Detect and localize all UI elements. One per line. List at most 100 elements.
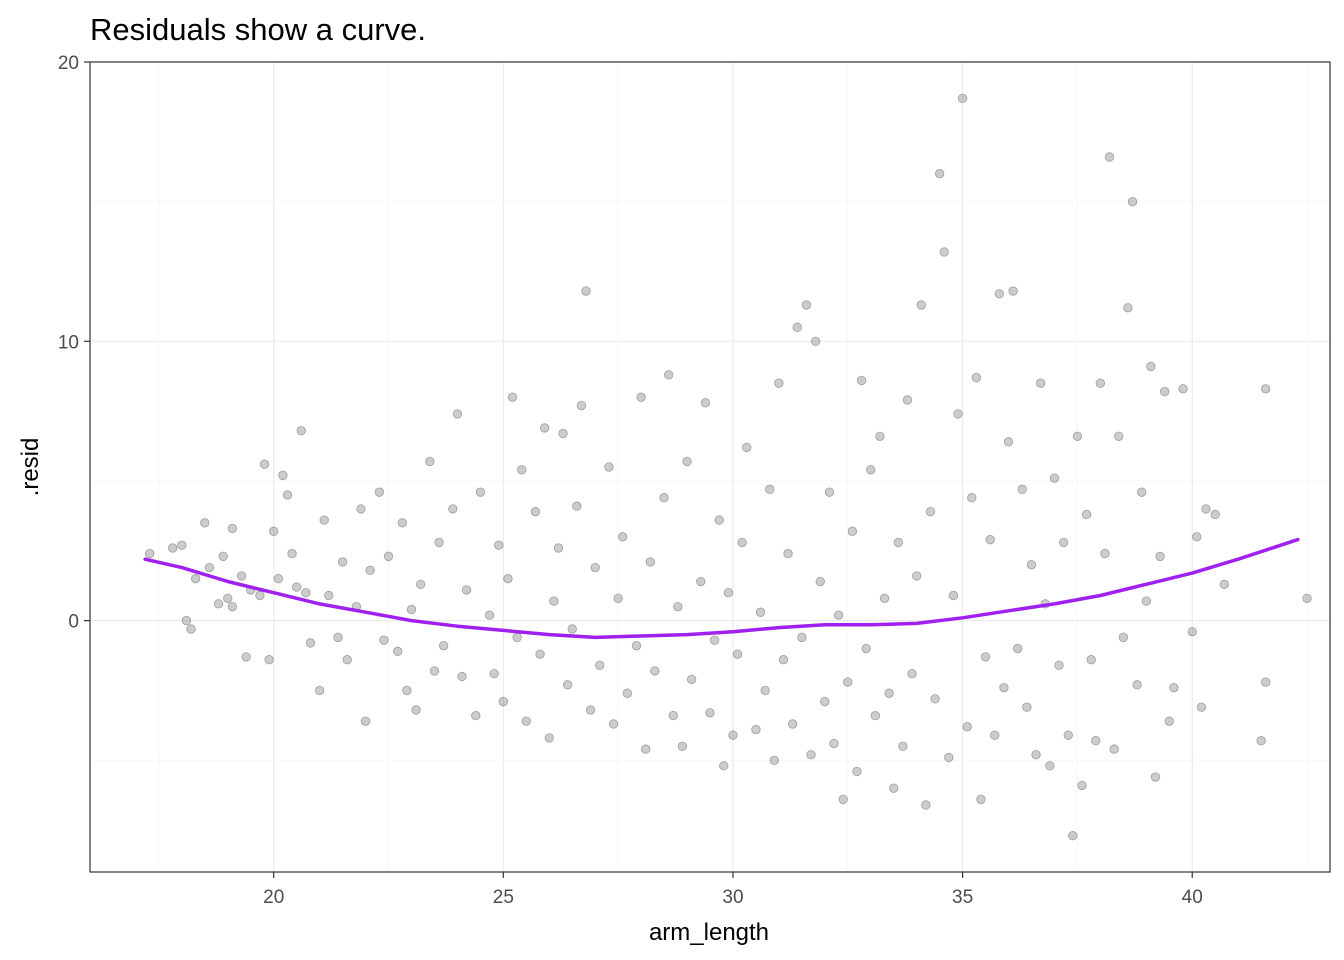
data-point — [838, 794, 848, 805]
data-point — [1302, 593, 1312, 603]
data-point — [406, 604, 417, 615]
data-point — [356, 504, 366, 514]
data-point — [296, 425, 306, 436]
smooth-trend-line — [143, 537, 1300, 640]
data-point — [562, 680, 573, 690]
data-point — [1150, 772, 1161, 782]
data-point — [921, 800, 931, 810]
y-tick-label: 20 — [58, 53, 79, 74]
y-axis: 0 10 20 — [58, 53, 90, 633]
data-point — [934, 169, 945, 179]
data-point — [1159, 386, 1170, 397]
data-point — [255, 590, 265, 601]
data-point — [365, 565, 375, 576]
data-point — [333, 632, 343, 643]
data-point — [792, 322, 802, 333]
data-point — [585, 705, 596, 715]
data-point — [967, 493, 977, 503]
data-point — [682, 456, 692, 467]
data-point — [429, 666, 440, 676]
data-point — [379, 635, 389, 645]
x-tick-label: 35 — [952, 887, 973, 908]
data-point — [709, 635, 720, 645]
x-tick-label: 30 — [722, 887, 743, 908]
data-point — [843, 677, 853, 687]
data-point — [778, 655, 789, 665]
data-point — [870, 710, 881, 721]
data-point — [879, 593, 890, 603]
data-point — [866, 465, 876, 475]
data-point — [314, 685, 325, 696]
data-point — [397, 518, 407, 528]
data-point — [227, 601, 238, 612]
data-point — [273, 574, 283, 584]
data-point — [1178, 384, 1188, 394]
data-point — [953, 409, 963, 419]
data-point — [223, 593, 233, 603]
data-point — [1068, 830, 1078, 841]
data-point — [797, 632, 807, 643]
data-point — [383, 551, 394, 562]
data-point — [402, 685, 412, 696]
data-point — [1081, 509, 1092, 520]
data-point — [861, 643, 871, 654]
data-point — [705, 708, 715, 718]
data-point — [1123, 303, 1133, 313]
data-points — [145, 93, 1312, 841]
data-point — [1091, 736, 1101, 746]
data-point — [686, 674, 697, 684]
data-point — [319, 515, 329, 525]
data-point — [604, 462, 614, 472]
data-point — [737, 537, 747, 548]
data-point — [999, 682, 1009, 693]
x-axis-title: arm_length — [649, 919, 769, 946]
data-point — [1109, 744, 1119, 754]
data-point — [806, 749, 816, 760]
data-point — [558, 428, 568, 439]
data-point — [994, 289, 1005, 299]
data-point — [360, 716, 371, 726]
data-point — [200, 518, 210, 528]
data-point — [457, 671, 467, 682]
data-point — [742, 442, 752, 453]
data-point — [581, 286, 591, 296]
data-point — [425, 456, 435, 467]
data-point — [145, 548, 155, 559]
data-point — [576, 400, 587, 411]
data-point — [1201, 504, 1211, 514]
data-point — [452, 409, 463, 419]
data-point — [618, 532, 628, 542]
data-point — [269, 526, 279, 536]
data-point — [728, 730, 738, 740]
x-axis: 20 25 30 35 40 — [263, 872, 1203, 908]
data-point — [645, 557, 655, 567]
data-point — [622, 688, 633, 698]
data-point — [810, 336, 821, 347]
data-point — [898, 741, 908, 752]
data-point — [1219, 579, 1230, 590]
data-point — [833, 610, 844, 620]
data-point — [503, 574, 513, 584]
data-point — [461, 585, 472, 595]
data-point — [875, 431, 885, 441]
data-point — [291, 582, 302, 592]
data-point — [595, 660, 605, 671]
data-point — [829, 738, 839, 749]
data-point — [535, 649, 545, 659]
data-point — [1164, 716, 1174, 726]
data-point — [1196, 702, 1207, 712]
data-point — [393, 646, 403, 657]
data-point — [448, 504, 458, 514]
data-point — [774, 378, 784, 388]
data-point — [1210, 509, 1220, 520]
data-point — [1104, 152, 1115, 162]
data-point — [930, 694, 940, 704]
data-point — [976, 794, 986, 805]
data-point — [282, 490, 293, 500]
x-tick-label: 40 — [1182, 887, 1203, 908]
data-point — [287, 548, 297, 559]
data-point — [815, 576, 825, 587]
data-point — [1118, 632, 1129, 643]
data-point — [893, 537, 903, 548]
data-point — [801, 300, 812, 310]
